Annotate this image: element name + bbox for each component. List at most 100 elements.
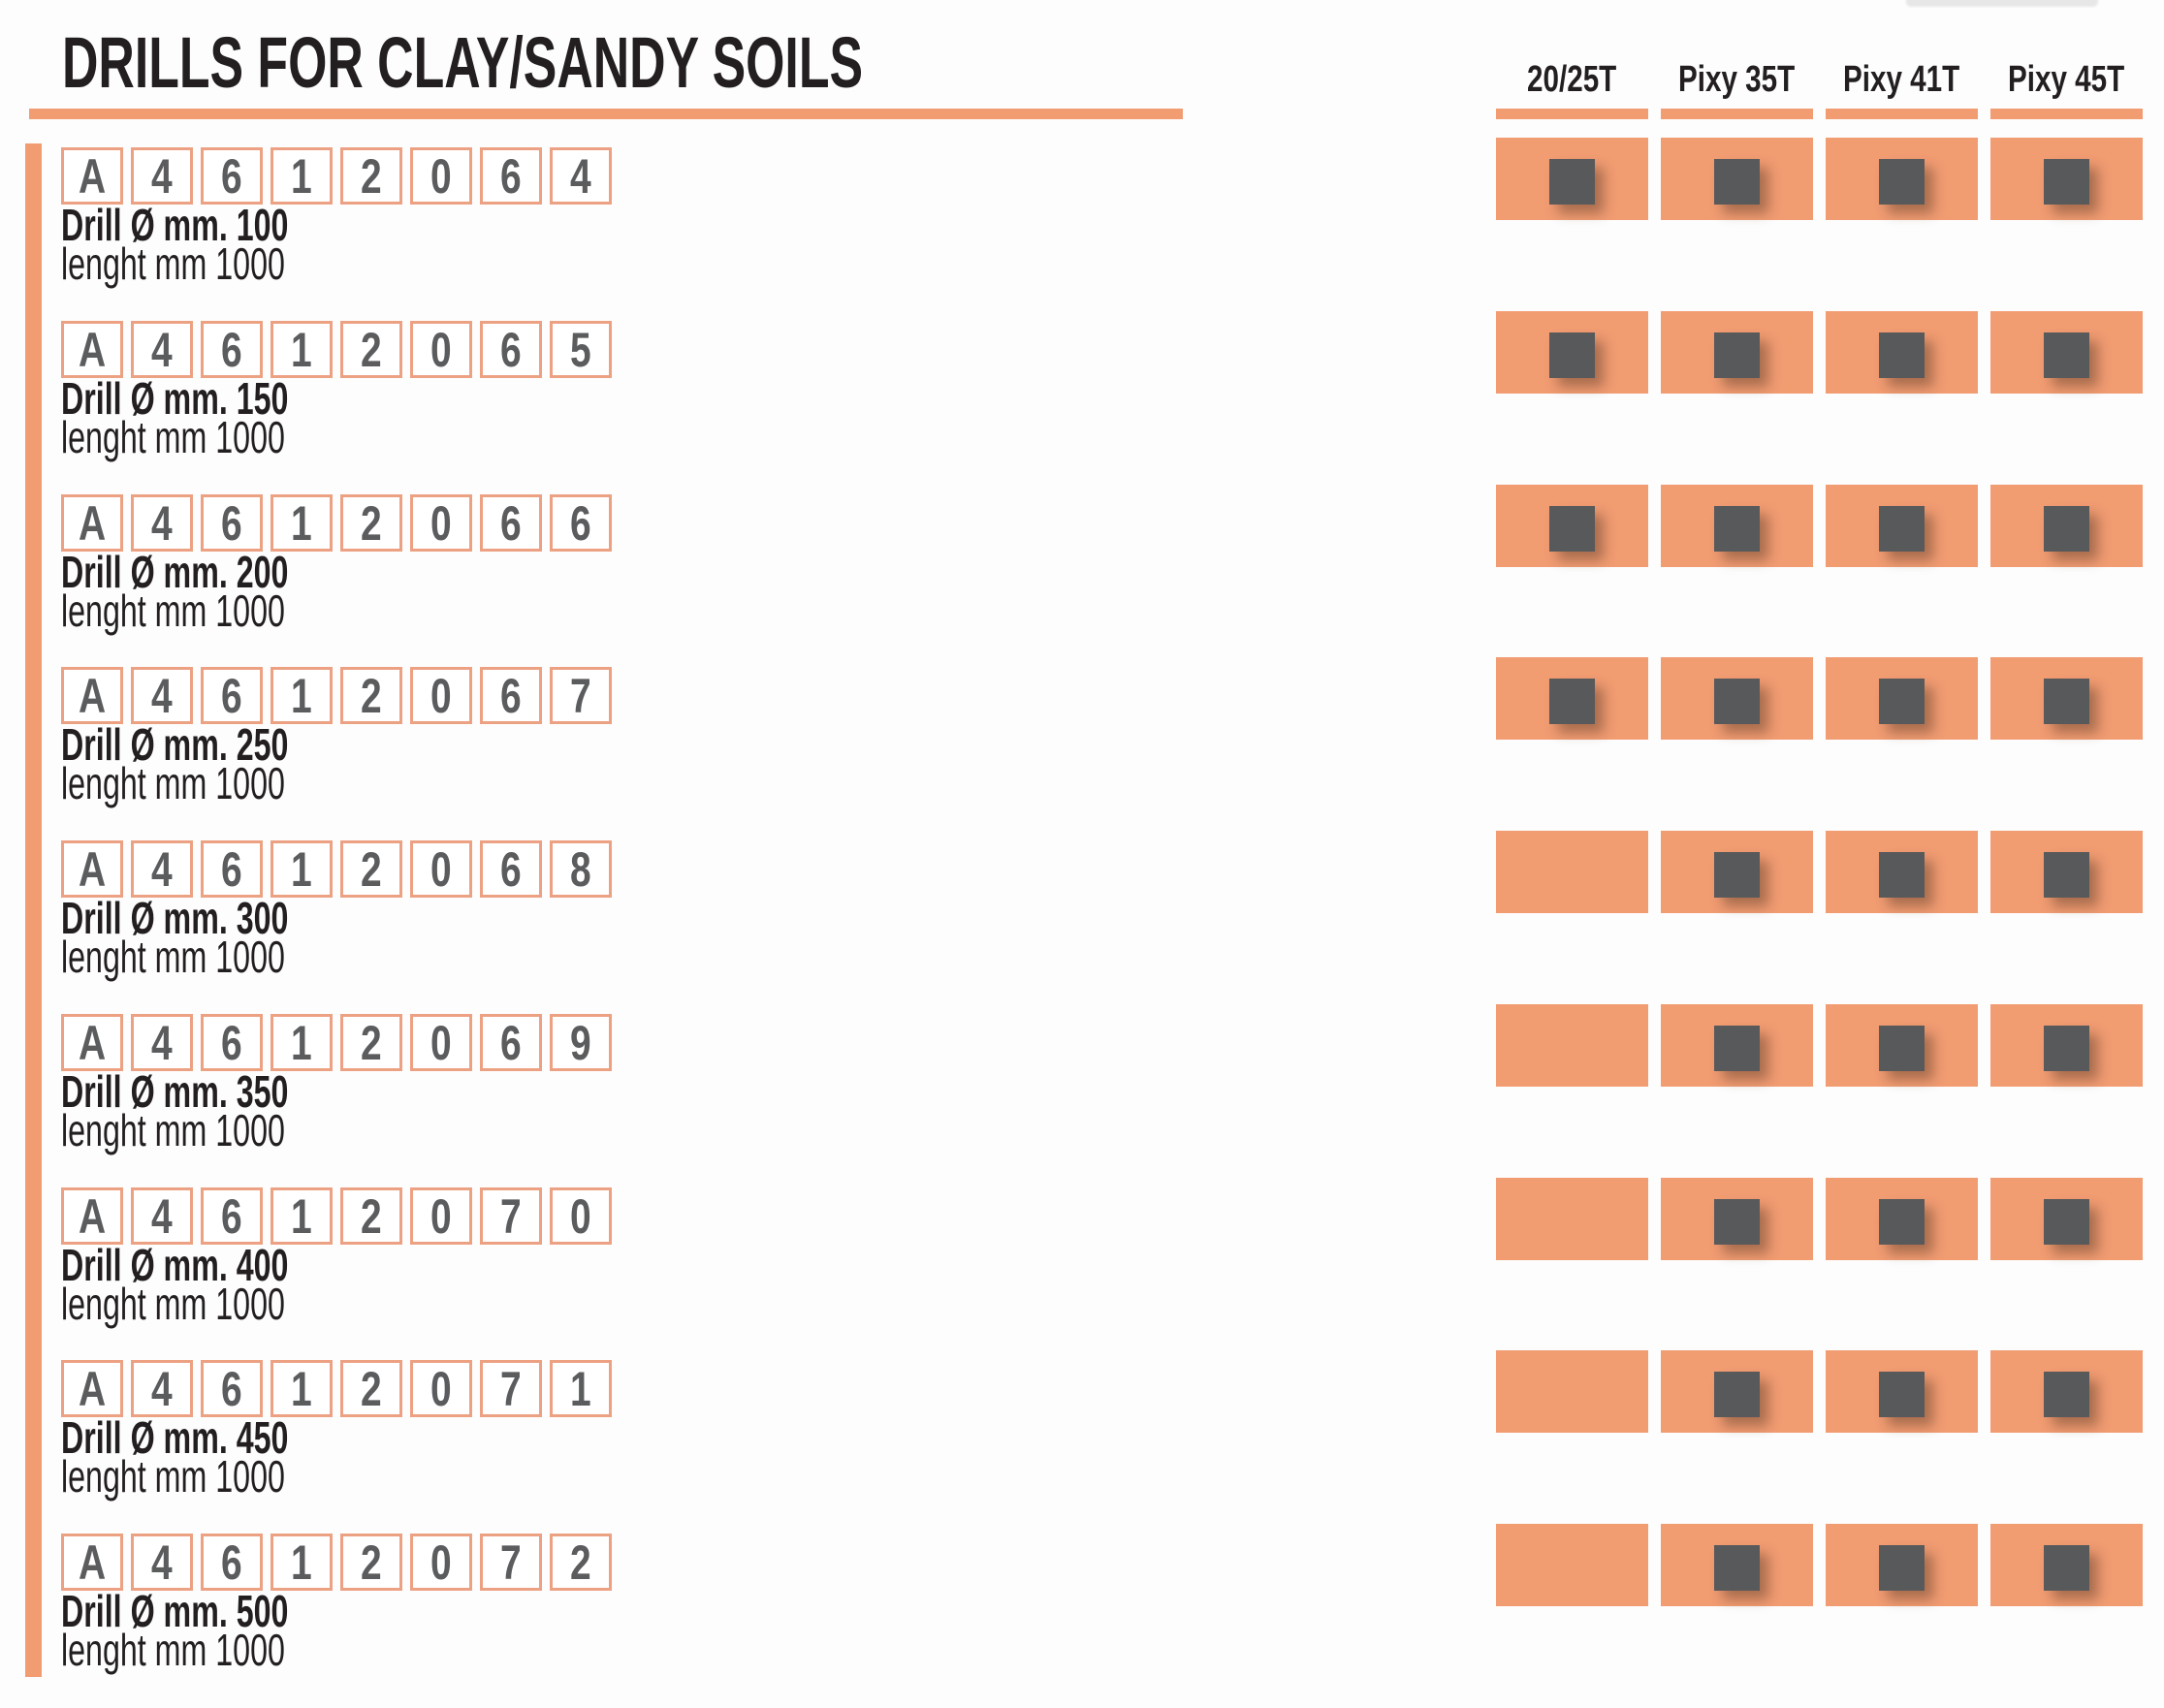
availability-cell <box>1496 485 1648 567</box>
availability-cell <box>1826 1524 1978 1606</box>
code-box: 6 <box>201 1534 263 1591</box>
code-box: 1 <box>550 1360 612 1417</box>
availability-marker <box>1714 332 1760 378</box>
availability-marker <box>2044 332 2089 378</box>
code-character: 2 <box>361 148 382 204</box>
availability-marker <box>2044 1026 2089 1071</box>
availability-cell <box>1496 1004 1648 1087</box>
section-accent-bar <box>25 143 42 1677</box>
code-box: 6 <box>201 147 263 205</box>
availability-cell <box>1990 1524 2143 1606</box>
availability-cell <box>1826 1350 1978 1433</box>
title-underline-rule <box>29 109 1183 119</box>
code-character: 6 <box>221 668 242 723</box>
availability-marker <box>1879 159 1925 205</box>
code-box: 6 <box>480 1014 542 1071</box>
drill-diameter-text: Drill Ø mm. 150 <box>61 373 289 424</box>
code-box: A <box>61 321 123 378</box>
code-box: 6 <box>550 494 612 552</box>
code-character: 6 <box>221 1534 242 1590</box>
product-row: A 4 6 1 2 0 6 4 Drill Ø mm. 100 lenght mm 1000 <box>0 138 2164 311</box>
code-box: 6 <box>480 321 542 378</box>
code-box: A <box>61 1014 123 1071</box>
availability-cell <box>1826 657 1978 740</box>
drill-diameter-text: Drill Ø mm. 500 <box>61 1586 289 1636</box>
code-character: 4 <box>151 1188 173 1244</box>
code-character: 1 <box>291 841 312 897</box>
availability-cell <box>1990 1004 2143 1087</box>
code-character: 6 <box>221 1015 242 1070</box>
availability-cell <box>1496 1350 1648 1433</box>
product-row: A 4 6 1 2 0 6 6 Drill Ø mm. 200 lenght mm 1000 <box>0 485 2164 658</box>
code-character: 0 <box>430 1361 452 1416</box>
drill-diameter-text: Drill Ø mm. 300 <box>61 893 289 943</box>
code-box: 7 <box>480 1360 542 1417</box>
availability-marker <box>1714 679 1760 724</box>
code-character: 1 <box>291 322 312 377</box>
availability-cell <box>1496 138 1648 220</box>
code-character: 4 <box>151 495 173 551</box>
code-box: 2 <box>340 1187 402 1245</box>
code-box: 9 <box>550 1014 612 1071</box>
column-underline-rule <box>1496 109 1648 119</box>
drill-length-label: lenght mm 1000 <box>61 1281 381 1327</box>
drill-diameter-label: Drill Ø mm. 500 <box>61 1588 386 1634</box>
code-character: 9 <box>570 1015 591 1070</box>
availability-cell <box>1661 1350 1813 1433</box>
code-box: 2 <box>340 840 402 898</box>
drill-diameter-label: Drill Ø mm. 150 <box>61 375 386 422</box>
code-box: 6 <box>201 840 263 898</box>
page-title-text: DRILLS FOR CLAY/SANDY SOILS <box>62 22 864 103</box>
code-character: 6 <box>221 1188 242 1244</box>
drill-diameter-label: Drill Ø mm. 250 <box>61 721 386 768</box>
availability-marker <box>1549 679 1595 724</box>
code-box: 1 <box>270 1014 333 1071</box>
code-box: 2 <box>340 321 402 378</box>
drill-length-label: lenght mm 1000 <box>61 414 381 460</box>
code-box: 4 <box>131 1187 193 1245</box>
code-box: 0 <box>410 1534 472 1591</box>
code-box: A <box>61 840 123 898</box>
availability-marker <box>1549 332 1595 378</box>
code-character: A <box>78 148 107 204</box>
code-box: 4 <box>550 147 612 205</box>
code-character: 0 <box>430 148 452 204</box>
code-box: 6 <box>201 1187 263 1245</box>
code-character: 2 <box>361 841 382 897</box>
drill-length-label: lenght mm 1000 <box>61 587 381 634</box>
code-character: A <box>78 1534 107 1590</box>
code-character: 2 <box>361 1015 382 1070</box>
code-character: A <box>78 322 107 377</box>
availability-cell <box>1661 485 1813 567</box>
product-row: A 4 6 1 2 0 6 7 Drill Ø mm. 250 lenght mm 1000 <box>0 657 2164 831</box>
availability-marker <box>1879 506 1925 552</box>
availability-cell <box>1990 831 2143 913</box>
availability-marker <box>1879 332 1925 378</box>
availability-marker <box>1714 1026 1760 1071</box>
code-box: 6 <box>201 1014 263 1071</box>
code-box: 0 <box>410 1360 472 1417</box>
availability-cell <box>1496 831 1648 913</box>
code-box: 0 <box>410 321 472 378</box>
code-box: 1 <box>270 1360 333 1417</box>
drill-diameter-text: Drill Ø mm. 200 <box>61 547 289 597</box>
code-box: 0 <box>550 1187 612 1245</box>
code-character: 1 <box>291 668 312 723</box>
availability-marker <box>1549 506 1595 552</box>
code-character: A <box>78 1188 107 1244</box>
code-box: 2 <box>340 147 402 205</box>
code-character: 6 <box>221 148 242 204</box>
availability-marker <box>1879 852 1925 898</box>
code-character: A <box>78 1361 107 1416</box>
availability-cell <box>1661 1004 1813 1087</box>
code-character: 6 <box>500 322 522 377</box>
code-box: 7 <box>550 667 612 724</box>
code-character: 1 <box>291 1361 312 1416</box>
availability-cell <box>1990 311 2143 394</box>
drill-diameter-label: Drill Ø mm. 200 <box>61 549 386 595</box>
code-character: 2 <box>570 1534 591 1590</box>
code-character: 1 <box>291 1188 312 1244</box>
